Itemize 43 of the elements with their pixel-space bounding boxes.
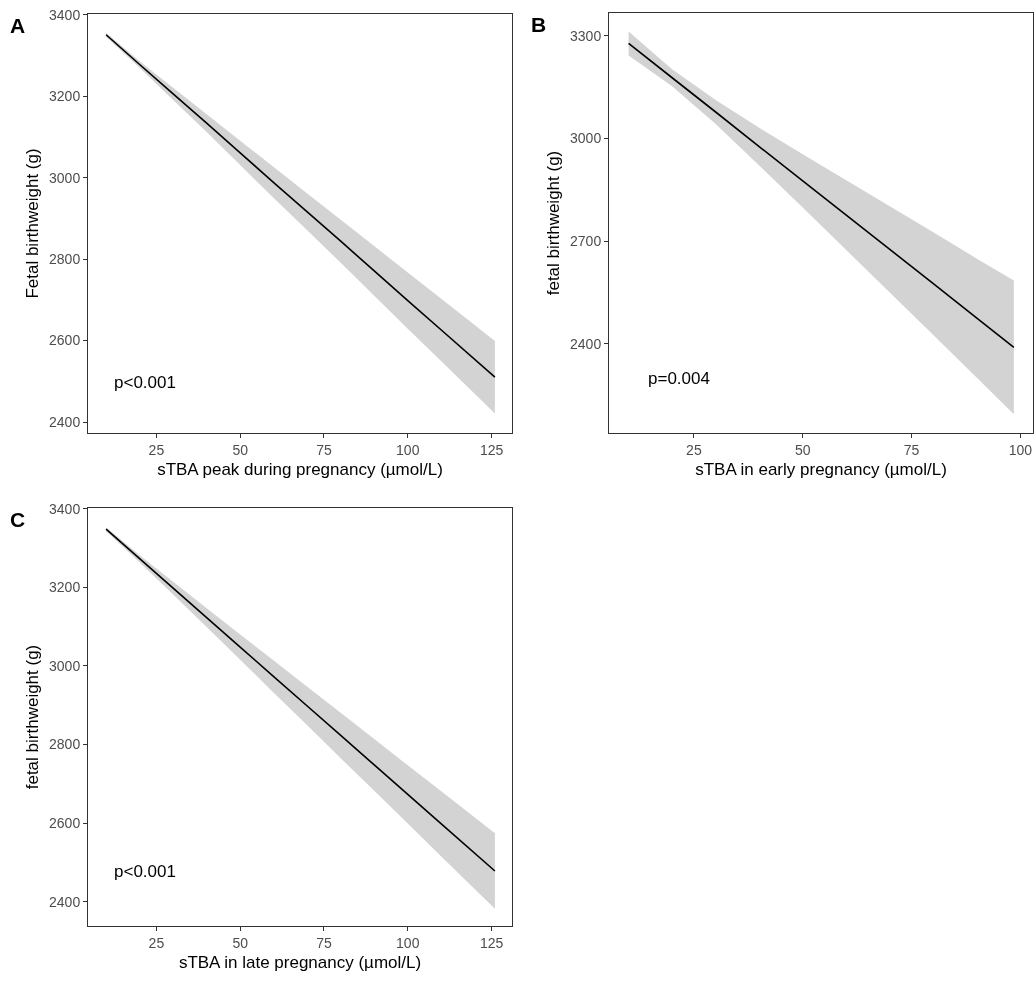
y-axis-title: Fetal birthweight (g) bbox=[22, 148, 42, 299]
x-tick-label: 75 bbox=[316, 934, 332, 951]
text: C bbox=[10, 508, 26, 531]
line-series bbox=[627, 42, 1015, 349]
x-axis-title: sTBA peak during pregnancy (µmol/L) bbox=[157, 460, 443, 480]
x-tick-label: 100 bbox=[1008, 441, 1033, 458]
y-tick-label: 3200 bbox=[49, 88, 81, 105]
x-axis-title: sTBA in late pregnancy (µmol/L) bbox=[178, 953, 422, 973]
x-axis-title: sTBA in early pregnancy (µmol/L) bbox=[695, 460, 947, 480]
y-tick-label: 3000 bbox=[49, 169, 81, 186]
x-tick-label: 50 bbox=[232, 934, 249, 951]
x-tick-label: 100 bbox=[396, 934, 420, 951]
y-axis-title: fetal birthweight (g) bbox=[543, 150, 563, 296]
y-tick-label: 2400 bbox=[49, 413, 81, 430]
x-tick-label: 50 bbox=[794, 441, 811, 458]
annotation: p=0.004 bbox=[648, 369, 710, 388]
x-tick-label: 75 bbox=[316, 441, 332, 458]
y-tick-label: 3000 bbox=[570, 130, 602, 147]
x-tick-label: 125 bbox=[479, 934, 504, 951]
y-tick-label: 3200 bbox=[49, 579, 81, 596]
y-axis-title: fetal birthweight (g) bbox=[22, 644, 42, 790]
y-tick-label: 3400 bbox=[49, 6, 81, 23]
y-tick-label: 2700 bbox=[570, 233, 602, 250]
x-tick-label: 25 bbox=[148, 934, 165, 951]
annotation: p<0.001 bbox=[114, 373, 176, 392]
y-tick-label: 2800 bbox=[49, 736, 81, 753]
x-tick-label: 75 bbox=[903, 441, 920, 458]
x-tick-label: 50 bbox=[232, 441, 249, 458]
text: A bbox=[10, 14, 26, 37]
x-tick-label: 125 bbox=[479, 441, 504, 458]
y-tick-label: 3300 bbox=[570, 27, 602, 44]
y-tick-label: 2600 bbox=[49, 814, 81, 831]
y-tick-label: 2600 bbox=[49, 332, 81, 349]
x-tick-label: 25 bbox=[148, 441, 165, 458]
text: B bbox=[531, 13, 547, 36]
annotation: p<0.001 bbox=[114, 862, 176, 881]
y-tick-label: 2400 bbox=[49, 893, 81, 910]
y-tick-label: 3000 bbox=[49, 657, 81, 674]
y-tick-label: 2400 bbox=[570, 335, 602, 352]
y-tick-label: 2800 bbox=[49, 251, 81, 268]
x-tick-label: 100 bbox=[396, 441, 420, 458]
x-tick-label: 25 bbox=[686, 441, 702, 458]
y-tick-label: 3400 bbox=[49, 500, 81, 517]
